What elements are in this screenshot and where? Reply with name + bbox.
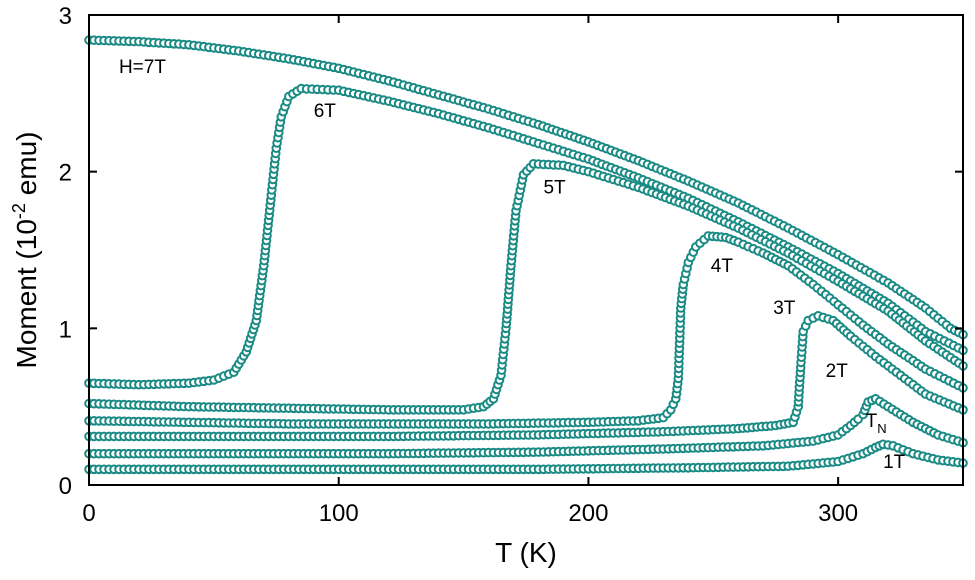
curve-label-6t: 6T	[314, 101, 337, 122]
series-2t	[84, 394, 968, 459]
y-axis-label-main: Moment (10	[11, 219, 42, 368]
series-h-7t	[84, 35, 968, 340]
curve-label-h-7t: H=7T	[119, 57, 166, 78]
data-series-group	[84, 35, 968, 475]
plot-frame	[88, 14, 964, 486]
curve-label-5t: 5T	[543, 178, 566, 199]
axis-ticks: 0 100 200 300 0 1 2 3	[59, 3, 963, 527]
curve-label-3t: 3T	[773, 298, 796, 319]
x-tick-label: 0	[82, 500, 95, 527]
series-line	[88, 235, 964, 425]
x-axis-label: T (K)	[495, 537, 557, 568]
series-line	[88, 87, 964, 386]
neel-temperature-label: TN	[866, 411, 887, 436]
y-tick-label: 2	[59, 160, 72, 187]
series-1t	[84, 439, 968, 475]
curve-label-1t: 1T	[883, 452, 906, 473]
curve-label-2t: 2T	[826, 361, 849, 382]
y-tick-label: 1	[59, 316, 72, 343]
series-6t	[84, 83, 968, 390]
x-tick-label: 300	[818, 500, 858, 527]
y-axis-label-exponent: -2	[9, 203, 29, 219]
x-tick-label: 100	[319, 500, 359, 527]
neel-label-subscript: N	[877, 421, 886, 436]
neel-label-main: T	[866, 411, 878, 432]
series-3t	[84, 311, 968, 442]
x-tick-label: 200	[568, 500, 608, 527]
curve-labels: H=7T 6T 5T 4T 3T 2T 1T	[119, 57, 906, 473]
y-tick-label: 0	[59, 473, 72, 500]
series-4t	[84, 231, 968, 429]
curve-label-4t: 4T	[711, 256, 734, 277]
series-5t	[84, 159, 968, 415]
y-axis-label-unit: emu)	[11, 132, 42, 204]
series-line	[88, 39, 964, 336]
y-tick-label: 3	[59, 3, 72, 30]
y-axis-label: Moment (10-2 emu)	[9, 132, 42, 369]
